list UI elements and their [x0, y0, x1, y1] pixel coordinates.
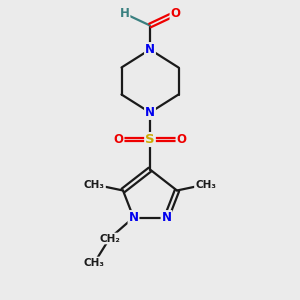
Text: CH₃: CH₃ [84, 179, 105, 190]
Text: H: H [120, 7, 129, 20]
Text: O: O [170, 7, 181, 20]
Text: CH₃: CH₃ [195, 179, 216, 190]
Text: N: N [145, 43, 155, 56]
Text: N: N [145, 106, 155, 119]
Text: N: N [161, 211, 172, 224]
Text: CH₃: CH₃ [84, 257, 105, 268]
Text: CH₂: CH₂ [99, 233, 120, 244]
Text: S: S [145, 133, 155, 146]
Text: O: O [113, 133, 124, 146]
Text: N: N [128, 211, 139, 224]
Text: O: O [176, 133, 187, 146]
